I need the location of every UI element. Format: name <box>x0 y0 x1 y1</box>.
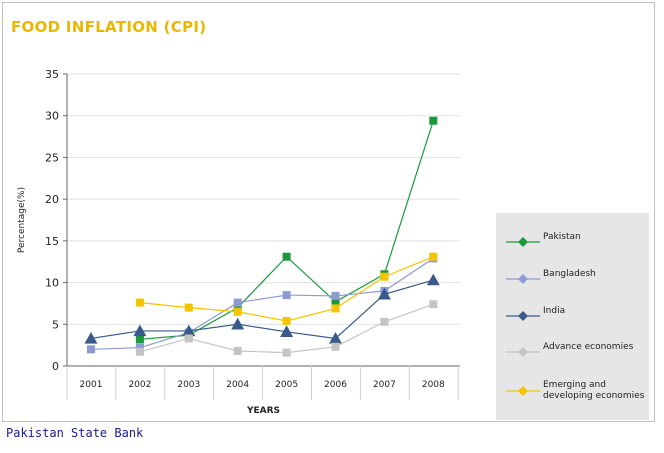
data-point-bangladesh <box>233 298 242 307</box>
x-tick-label: 2008 <box>422 380 445 390</box>
legend-label-line: Emerging and <box>543 380 606 390</box>
legend-label-line: Bangladesh <box>543 269 596 279</box>
data-point-pakistan <box>233 303 242 312</box>
legend-swatch-marker <box>518 386 528 396</box>
legend-label-line: Pakistan <box>543 232 581 242</box>
data-point-advance-economies <box>282 348 291 357</box>
x-tick-label: 2001 <box>80 380 103 390</box>
legend-swatch-pakistan <box>506 237 540 247</box>
legend-swatch-marker <box>518 347 528 357</box>
data-point-advance-economies <box>233 346 242 355</box>
data-point-emerging-and-developing-economies <box>429 252 438 261</box>
y-axis-title: Percentage(%) <box>17 187 27 253</box>
series-line-india <box>90 279 434 340</box>
data-point-india <box>377 287 391 300</box>
data-point-emerging-and-developing-economies <box>233 307 242 316</box>
data-point-india <box>182 324 196 337</box>
x-axis-title: YEARS <box>246 406 280 416</box>
data-point-pakistan <box>135 335 144 344</box>
y-tick-label: 35 <box>45 68 59 81</box>
data-point-emerging-and-developing-economies <box>380 272 389 281</box>
x-tick-label: 2005 <box>275 380 298 390</box>
x-tick-label: 2004 <box>226 380 249 390</box>
data-point-pakistan <box>282 252 291 261</box>
data-point-india <box>329 331 342 344</box>
data-point-india <box>280 325 294 337</box>
legend-label: Bangladesh <box>543 269 596 280</box>
data-point-pakistan <box>429 116 438 125</box>
data-point-advance-economies <box>429 300 438 309</box>
series-line-emerging-and-developing-economies <box>139 256 434 322</box>
data-point-emerging-and-developing-economies <box>184 303 193 312</box>
y-tick-label: 20 <box>45 193 59 206</box>
data-point-bangladesh <box>331 291 340 300</box>
data-point-emerging-and-developing-economies <box>331 304 340 313</box>
data-point-india <box>84 331 98 344</box>
data-point-pakistan <box>331 297 340 306</box>
x-tick-label: 2003 <box>177 380 200 390</box>
data-point-emerging-and-developing-economies <box>282 316 291 325</box>
y-tick-label: 30 <box>45 110 59 123</box>
legend-swatch-marker <box>518 274 528 284</box>
data-point-india <box>426 273 440 286</box>
data-point-advance-economies <box>380 317 389 326</box>
chart-title: FOOD INFLATION (CPI) <box>11 18 207 36</box>
legend-label: India <box>543 306 565 317</box>
data-point-bangladesh <box>135 343 144 352</box>
chart-frame <box>2 2 655 422</box>
data-point-emerging-and-developing-economies <box>135 298 144 307</box>
legend-label: Emerging and developing economies <box>543 380 644 402</box>
y-tick-label: 0 <box>52 360 59 373</box>
y-tick-label: 5 <box>52 318 59 331</box>
data-point-bangladesh <box>282 291 291 300</box>
data-point-advance-economies <box>135 347 144 356</box>
legend: Pakistan Bangladesh India Advance economies… <box>496 213 649 420</box>
legend-swatch-emerging-and-developing-economies <box>506 386 540 396</box>
y-tick-label: 10 <box>45 277 59 290</box>
legend-swatch-bangladesh <box>506 274 540 284</box>
x-tick-label: 2007 <box>373 380 396 390</box>
data-point-india <box>231 317 245 330</box>
y-tick-label: 25 <box>45 151 59 164</box>
x-tick-label: 2006 <box>324 380 347 390</box>
legend-swatch-marker <box>518 311 528 321</box>
data-point-advance-economies <box>184 334 193 343</box>
legend-label-line: India <box>543 306 566 316</box>
legend-label: Pakistan <box>543 232 581 243</box>
data-point-advance-economies <box>331 342 340 351</box>
y-tick-label: 15 <box>45 235 59 248</box>
source-text: Pakistan State Bank <box>6 426 144 440</box>
legend-label: Advance economies <box>543 342 633 353</box>
data-point-india <box>133 324 147 337</box>
data-point-bangladesh <box>87 345 95 354</box>
series-line-bangladesh <box>90 257 434 350</box>
x-tick-label: 2002 <box>128 380 151 390</box>
legend-label-line: Advance economies <box>543 342 634 352</box>
legend-swatch-advance-economies <box>506 347 540 357</box>
legend-swatch-marker <box>518 237 528 247</box>
legend-swatch-india <box>506 311 540 321</box>
legend-label-line: developing economies <box>543 391 645 401</box>
